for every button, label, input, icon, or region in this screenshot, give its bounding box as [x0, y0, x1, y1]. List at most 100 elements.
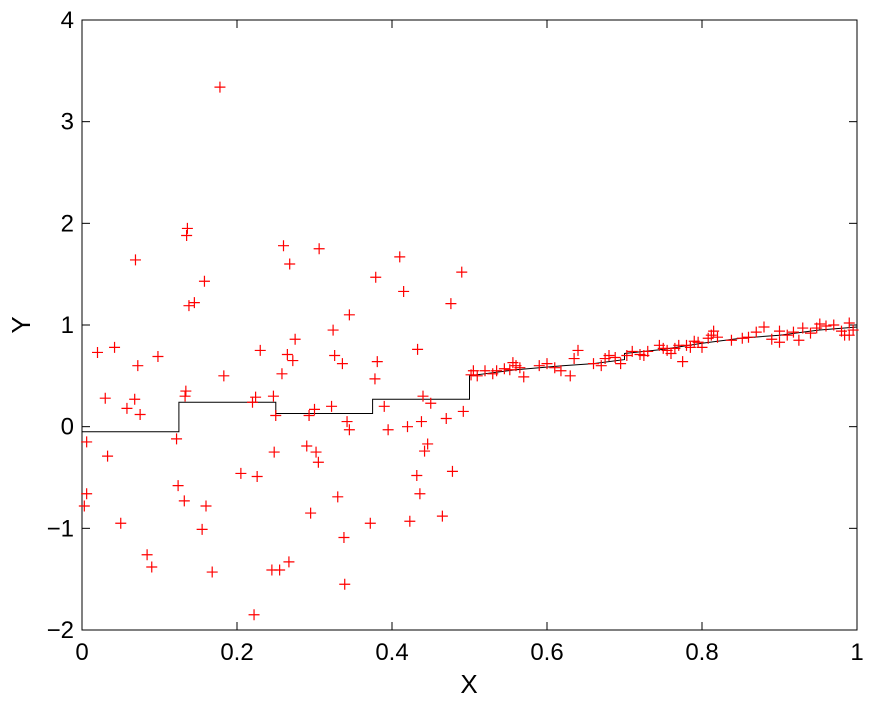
- scatter-point: [415, 416, 427, 428]
- scatter-point: [305, 507, 317, 519]
- y-tick-label: 4: [61, 7, 74, 34]
- scatter-point: [115, 517, 127, 529]
- scatter-point: [471, 370, 483, 382]
- scatter-point: [267, 390, 279, 402]
- x-axis-label: X: [460, 669, 477, 699]
- scatter-point: [278, 240, 289, 252]
- scatter-point: [626, 345, 638, 357]
- scatter-point: [109, 341, 121, 353]
- scatter-point: [152, 351, 164, 363]
- scatter-point: [196, 523, 208, 535]
- scatter-point: [549, 362, 561, 374]
- scatter-point: [141, 549, 153, 561]
- scatter-point: [336, 358, 348, 370]
- scatter-point: [422, 438, 434, 450]
- axis-ticks: 0 0.2 0.4 0.6 0.8 1 −2 −1 0 1 2 3 4: [47, 7, 864, 666]
- scatter-point: [609, 352, 621, 364]
- scatter-point: [99, 392, 111, 404]
- scatter-point: [805, 327, 816, 339]
- scatter-point: [457, 405, 469, 417]
- scatter-point: [301, 440, 313, 452]
- scatter-point: [498, 363, 510, 375]
- scatter-point: [371, 356, 383, 368]
- scatter-points: [78, 81, 859, 621]
- scatter-point: [743, 331, 754, 343]
- scatter-point: [339, 578, 351, 590]
- plot-area: [81, 19, 858, 631]
- scatter-point: [793, 334, 805, 346]
- scatter-point: [134, 408, 146, 420]
- scatter-point: [696, 341, 708, 353]
- scatter-point: [274, 564, 286, 576]
- y-tick-label: −2: [47, 617, 74, 644]
- scatter-point: [436, 510, 448, 522]
- scatter-point: [797, 322, 809, 334]
- scatter-point: [129, 254, 141, 266]
- scatter-point: [615, 358, 627, 370]
- scatter-point: [774, 336, 785, 348]
- scatter-point: [268, 446, 280, 458]
- scatter-point: [766, 333, 778, 345]
- scatter-point: [564, 370, 576, 382]
- scatter-point: [787, 326, 799, 338]
- scatter-point: [541, 358, 553, 370]
- x-tick-label: 0: [75, 639, 88, 666]
- scatter-point: [417, 390, 429, 402]
- scatter-point: [518, 371, 530, 383]
- scatter-point: [843, 329, 855, 341]
- scatter-point: [419, 445, 431, 457]
- scatter-point: [642, 345, 654, 357]
- scatter-point: [284, 258, 296, 270]
- scatter-point: [774, 325, 785, 337]
- scatter-point: [310, 446, 322, 458]
- scatter-point: [251, 470, 263, 482]
- scatter-point: [78, 500, 90, 512]
- scatter-point: [341, 416, 353, 428]
- scatter-point: [289, 333, 301, 345]
- scatter-point: [412, 343, 424, 355]
- scatter-point: [329, 350, 341, 361]
- scatter-point: [382, 424, 394, 436]
- scatter-point: [758, 321, 770, 333]
- x-tick-label: 1: [850, 639, 863, 666]
- scatter-point: [445, 298, 457, 310]
- scatter-point: [287, 355, 299, 367]
- y-tick-label: 2: [61, 210, 74, 237]
- y-tick-label: −1: [47, 515, 74, 542]
- scatter-point: [588, 358, 599, 370]
- scatter-point: [214, 81, 226, 93]
- scatter-point: [270, 409, 282, 421]
- y-axis-label: Y: [6, 316, 36, 333]
- scatter-point: [572, 344, 584, 356]
- scatter-point: [843, 317, 855, 329]
- scatter-point: [171, 433, 183, 445]
- scatter-point: [781, 329, 793, 341]
- scatter-point: [343, 309, 355, 321]
- scatter-point: [250, 391, 262, 403]
- scatter-point: [725, 334, 737, 346]
- scatter-point: [172, 480, 184, 492]
- scatter-point: [281, 348, 293, 360]
- scatter-point: [750, 326, 762, 338]
- scatter-point: [402, 421, 413, 433]
- scatter-point: [456, 266, 468, 278]
- scatter-point: [200, 500, 212, 512]
- x-tick-label: 0.6: [530, 639, 563, 666]
- scatter-point: [425, 397, 437, 409]
- scatter-point: [514, 362, 526, 374]
- x-tick-label: 0.8: [685, 639, 718, 666]
- scatter-point: [326, 400, 338, 412]
- scatter-point: [313, 243, 325, 255]
- scatter-point: [338, 531, 350, 543]
- scatter-point: [603, 350, 615, 361]
- scatter-point: [206, 566, 218, 578]
- scatter-point: [283, 556, 295, 568]
- scatter-point: [595, 360, 607, 372]
- scatter-point: [254, 344, 266, 356]
- scatter-point: [92, 346, 103, 358]
- scatter-point: [343, 424, 355, 436]
- scatter-point: [181, 222, 193, 234]
- scatter-point: [309, 403, 320, 415]
- scatter-point: [178, 495, 190, 507]
- scatter-point: [81, 488, 93, 500]
